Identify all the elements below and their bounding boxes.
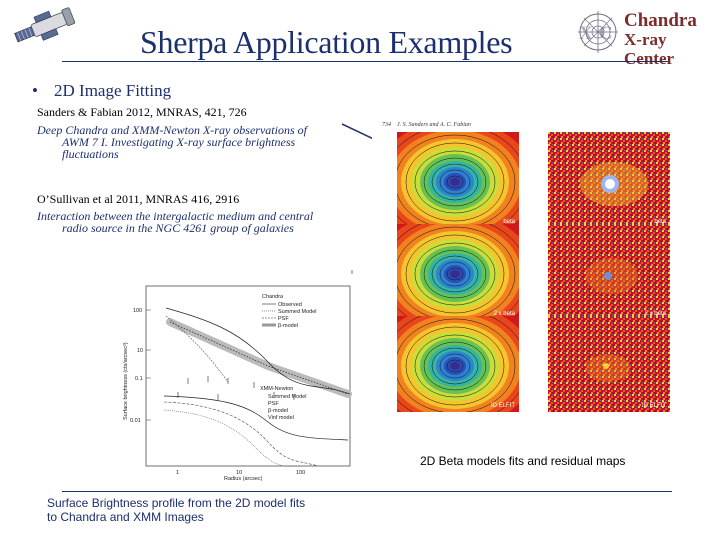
x-tick-label-3: 100 bbox=[296, 470, 305, 476]
profile-caption-line-2: to Chandra and XMM Images bbox=[47, 510, 204, 524]
reference-description-2-line-1: Interaction between the intergalactic me… bbox=[37, 209, 314, 223]
elfit-model-map-image bbox=[397, 316, 519, 412]
reference-description-1: Deep Chandra and XMM-Newton X-ray observ… bbox=[37, 124, 307, 160]
beta-model-map-image bbox=[397, 132, 519, 228]
two-beta-model-map: 2 x beta bbox=[397, 224, 519, 320]
xmm-legend-item-1: Summed Model bbox=[268, 394, 307, 400]
xmm-legend: XMM-Newton Summed Model PSF β-model Vinf… bbox=[260, 386, 307, 421]
model-residual-maps-figure: 734 J. S. Sanders and A. C. Fabian beta … bbox=[372, 118, 694, 436]
elfit-residual-map: ID ELFIT bbox=[548, 316, 670, 412]
profile-caption-line-1: Surface Brightness profile from the 2D m… bbox=[47, 496, 306, 510]
svg-text:C: C bbox=[599, 23, 613, 44]
reference-description-2: Interaction between the intergalactic me… bbox=[37, 210, 313, 234]
chandra-psf-curve bbox=[165, 315, 229, 383]
figure-page-header: 734 J. S. Sanders and A. C. Fabian bbox=[382, 122, 471, 128]
chandra-legend-item-4: β-model bbox=[278, 323, 298, 329]
maps-caption: 2D Beta models fits and residual maps bbox=[420, 454, 626, 468]
plot-frame bbox=[145, 285, 351, 467]
footer-divider bbox=[62, 491, 672, 492]
reference-description-2-line-2: radio source in the NGC 4261 group of ga… bbox=[62, 221, 294, 235]
surface-brightness-profile-plot: 100 10 0.1 0.01 Surface brightness (cts/… bbox=[123, 270, 353, 482]
figure-authors: J. S. Sanders and A. C. Fabian bbox=[397, 122, 471, 128]
cxc-emblem-icon: X C bbox=[578, 11, 618, 53]
reference-description-1-line-1: Deep Chandra and XMM-Newton X-ray observ… bbox=[37, 123, 307, 137]
bullet-marker: • bbox=[32, 81, 38, 100]
xmm-legend-title: XMM-Newton bbox=[260, 386, 293, 392]
two-beta-model-map-image bbox=[397, 224, 519, 320]
xmm-summed-model-curve bbox=[163, 395, 349, 441]
map-label-two-beta-residual: 2 x beta bbox=[644, 311, 666, 317]
x-axis-label: Radius (arcsec) bbox=[224, 476, 263, 482]
y-tick-label-1: 100 bbox=[133, 308, 142, 314]
y-tick-label-3: 0.1 bbox=[135, 376, 143, 382]
x-tick-label-2: 10 bbox=[236, 470, 242, 476]
logo-line-1: Chandra bbox=[624, 10, 697, 31]
y-tick-label-4: 0.01 bbox=[130, 418, 141, 424]
two-beta-residual-map-image bbox=[548, 224, 670, 320]
reference-description-1-line-2: AWM 7 I. Investigating X-ray surface bri… bbox=[62, 135, 296, 149]
surface-brightness-profile-figure: 100 10 0.1 0.01 Surface brightness (cts/… bbox=[118, 270, 356, 482]
map-label-beta-residual: beta bbox=[654, 219, 666, 225]
data-point-markers bbox=[177, 376, 295, 400]
logo-line-2: X-ray Center bbox=[624, 30, 675, 68]
two-beta-residual-map: 2 x beta bbox=[548, 224, 670, 320]
xmm-beta-model-curve bbox=[163, 409, 299, 467]
chandra-legend-title: Chandra bbox=[262, 294, 284, 300]
elfit-model-map: ID ELFIT bbox=[397, 316, 519, 412]
figure-page-number: 734 bbox=[382, 122, 391, 128]
header-divider bbox=[62, 61, 668, 62]
x-tick-label-1: 1 bbox=[176, 470, 179, 476]
chandra-legend-item-3: PSF bbox=[278, 316, 289, 322]
chandra-legend-item-1: Observed bbox=[278, 302, 302, 308]
map-label-elfit-residual: ID ELFIT bbox=[641, 403, 666, 409]
chandra-legend-item-2: Summed Model bbox=[278, 309, 317, 315]
beta-model-map: beta bbox=[397, 132, 519, 228]
y-axis-label: Surface brightness (cts/arcsec²) bbox=[123, 342, 129, 420]
reference-citation-2: O’Sullivan et al 2011, MNRAS 416, 2916 bbox=[37, 192, 240, 206]
chandra-xray-center-logo: X C Chandra X-ray Center bbox=[576, 8, 716, 68]
beta-residual-map: beta bbox=[548, 132, 670, 228]
xmm-legend-item-4: Vinf model bbox=[268, 415, 294, 421]
bullet-heading: • 2D Image Fitting bbox=[32, 81, 171, 101]
reference-citation-1: Sanders & Fabian 2012, MNRAS, 421, 726 bbox=[37, 105, 247, 119]
y-ticks bbox=[146, 309, 151, 421]
beta-residual-map-image bbox=[548, 132, 670, 228]
reference-description-1-line-3: fluctuations bbox=[62, 147, 119, 161]
svg-text:X: X bbox=[579, 23, 593, 44]
slide-title: Sherpa Application Examples bbox=[140, 24, 513, 60]
map-label-elfit-model: ID ELFIT bbox=[490, 403, 515, 409]
chandra-model-curve bbox=[165, 307, 351, 395]
map-label-two-beta-model: 2 x beta bbox=[493, 311, 515, 317]
xmm-legend-item-3: β-model bbox=[268, 408, 288, 414]
xmm-psf-curve bbox=[163, 401, 319, 467]
xmm-legend-item-2: PSF bbox=[268, 401, 279, 407]
chandra-satellite-icon bbox=[14, 7, 76, 43]
bullet-text: 2D Image Fitting bbox=[54, 81, 172, 100]
map-label-beta-model: beta bbox=[503, 219, 515, 225]
elfit-residual-map-image bbox=[548, 316, 670, 412]
chandra-observed-band bbox=[166, 318, 352, 398]
y-tick-label-2: 10 bbox=[137, 348, 143, 354]
chandra-legend: Chandra Observed Summed Model PSF β-mode… bbox=[262, 294, 317, 329]
profile-caption: Surface Brightness profile from the 2D m… bbox=[47, 496, 305, 524]
